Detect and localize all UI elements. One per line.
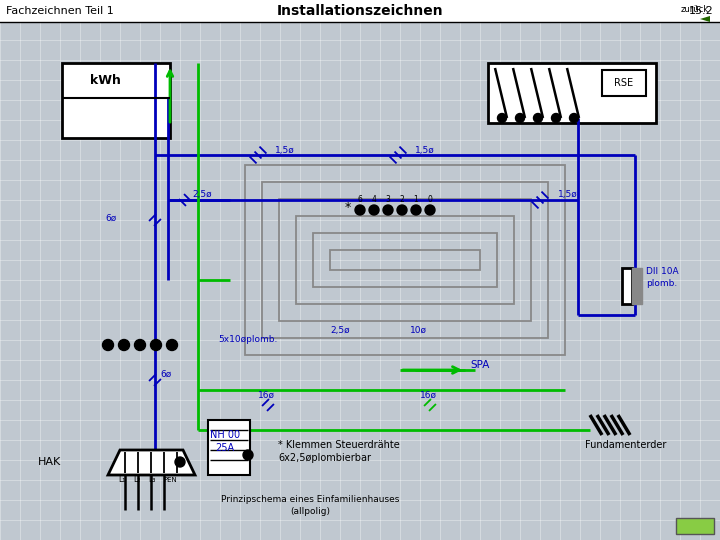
Polygon shape: [108, 450, 195, 475]
Circle shape: [397, 205, 407, 215]
Text: zurück: zurück: [681, 5, 709, 15]
Text: 2,5ø: 2,5ø: [192, 190, 212, 199]
Text: 6: 6: [358, 195, 362, 205]
Bar: [330, 250, 480, 270]
Text: Installationszeichnen: Installationszeichnen: [276, 4, 444, 18]
Text: PEN: PEN: [163, 477, 176, 483]
Text: 15.2: 15.2: [689, 6, 714, 16]
Text: plomb.: plomb.: [646, 280, 678, 288]
Text: (allpolig): (allpolig): [290, 508, 330, 516]
Text: kWh: kWh: [90, 73, 121, 86]
Text: 25A: 25A: [215, 443, 234, 453]
Text: 6ø: 6ø: [160, 369, 171, 379]
Text: 6x2,5øplombierbar: 6x2,5øplombierbar: [278, 453, 371, 463]
Text: 16ø: 16ø: [420, 390, 437, 400]
Bar: [602, 70, 646, 96]
Text: L₃: L₃: [148, 476, 156, 484]
Bar: [262, 182, 548, 338]
Circle shape: [383, 205, 393, 215]
Text: 4: 4: [372, 195, 377, 205]
Bar: [622, 268, 632, 304]
Text: 1,5ø: 1,5ø: [275, 145, 294, 154]
Circle shape: [102, 340, 114, 350]
Text: Fundamenterder: Fundamenterder: [585, 440, 667, 450]
Text: NH 00: NH 00: [210, 430, 240, 440]
Circle shape: [119, 340, 130, 350]
Circle shape: [425, 205, 435, 215]
Circle shape: [570, 113, 578, 123]
Circle shape: [243, 450, 253, 460]
Polygon shape: [700, 16, 710, 22]
Bar: [313, 233, 497, 287]
Text: *: *: [345, 200, 351, 213]
Text: L₁: L₁: [118, 476, 125, 484]
Text: RSE: RSE: [614, 78, 634, 88]
Text: 3: 3: [386, 195, 390, 205]
Text: DII 10A: DII 10A: [646, 267, 679, 276]
Bar: [62, 63, 170, 138]
Bar: [279, 199, 531, 321]
Text: 2: 2: [400, 195, 405, 205]
Text: 0: 0: [428, 195, 433, 205]
Circle shape: [369, 205, 379, 215]
Text: Prinzipschema eines Einfamilienhauses: Prinzipschema eines Einfamilienhauses: [221, 496, 399, 504]
Text: SPA: SPA: [470, 360, 490, 370]
Bar: [245, 165, 565, 355]
Text: * Klemmen Steuerdrähte: * Klemmen Steuerdrähte: [278, 440, 400, 450]
Circle shape: [552, 113, 560, 123]
Bar: [632, 268, 642, 304]
Bar: [208, 420, 250, 475]
Circle shape: [411, 205, 421, 215]
Text: 1,5ø: 1,5ø: [415, 145, 435, 154]
Circle shape: [135, 340, 145, 350]
Text: 2,5ø: 2,5ø: [330, 326, 350, 334]
Circle shape: [355, 205, 365, 215]
Text: 1: 1: [413, 195, 418, 205]
Bar: [0, 0, 720, 22]
Text: 6ø: 6ø: [105, 213, 116, 222]
Text: 16ø: 16ø: [258, 390, 275, 400]
Circle shape: [498, 113, 506, 123]
Bar: [488, 63, 656, 123]
Text: 1,5ø: 1,5ø: [558, 191, 577, 199]
Text: Fachzeichnen Teil 1: Fachzeichnen Teil 1: [6, 6, 114, 16]
Circle shape: [516, 113, 524, 123]
Circle shape: [166, 340, 178, 350]
Text: 5x10øplomb.: 5x10øplomb.: [218, 335, 277, 345]
Bar: [676, 518, 714, 534]
Text: 10ø: 10ø: [410, 326, 427, 334]
Circle shape: [534, 113, 542, 123]
Text: L₂: L₂: [133, 476, 140, 484]
Circle shape: [150, 340, 161, 350]
Text: HAK: HAK: [38, 457, 61, 467]
Bar: [296, 216, 514, 304]
Circle shape: [175, 457, 185, 467]
